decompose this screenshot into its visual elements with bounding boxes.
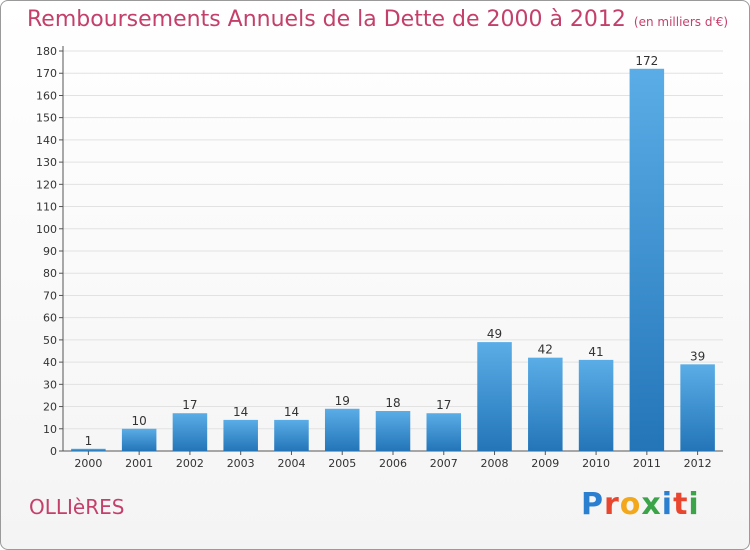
x-tick-label: 2009 — [531, 457, 559, 470]
data-label: 19 — [335, 394, 350, 408]
x-tick-label: 2002 — [176, 457, 204, 470]
y-tick-label: 80 — [43, 267, 57, 280]
data-label: 18 — [385, 396, 400, 410]
y-tick-label: 170 — [36, 67, 57, 80]
y-tick-label: 110 — [36, 201, 57, 214]
bar-2002 — [172, 413, 208, 451]
y-tick-label: 120 — [36, 178, 57, 191]
logo-letter: i — [661, 487, 674, 522]
y-tick-label: 100 — [36, 223, 57, 236]
data-label: 1 — [85, 434, 93, 448]
grid-lines — [63, 50, 723, 452]
y-tick-label: 30 — [43, 378, 57, 391]
y-tick-label: 60 — [43, 312, 57, 325]
y-tick-label: 150 — [36, 112, 57, 125]
data-label: 172 — [635, 54, 658, 68]
y-tick-label: 180 — [36, 45, 57, 58]
data-label: 14 — [233, 405, 248, 419]
logo-letter: i — [688, 487, 700, 522]
x-tick-label: 2005 — [328, 457, 356, 470]
x-tick-label: 2007 — [430, 457, 458, 470]
logo-letter: o — [619, 487, 642, 522]
x-tick-label: 2010 — [582, 457, 610, 470]
bar-2001 — [121, 428, 157, 451]
data-label: 41 — [588, 345, 603, 359]
bar-2008 — [477, 342, 512, 451]
data-label: 49 — [487, 327, 502, 341]
commune-name: OLLIèRES — [29, 495, 125, 519]
proxiti-logo: Proxiti — [581, 487, 700, 522]
bar-2007 — [426, 413, 462, 451]
data-label: 17 — [182, 398, 197, 412]
y-tick-label: 20 — [43, 401, 57, 414]
chart-title: Remboursements Annuels de la Dette de 20… — [27, 7, 728, 32]
data-label: 10 — [132, 414, 147, 428]
logo-letter: r — [604, 487, 620, 522]
chart-title-text: Remboursements Annuels de la Dette de 20… — [27, 7, 626, 32]
data-label: 39 — [690, 349, 705, 363]
bar-2010 — [578, 359, 614, 451]
bar-2011 — [629, 68, 665, 452]
bar-2006 — [375, 411, 411, 451]
bar-2000 — [71, 448, 106, 451]
data-labels: 1 10 17 14 14 19 18 17 49 42 41 172 39 — [85, 54, 706, 448]
bar-2004 — [274, 419, 309, 451]
x-tick-label: 2000 — [74, 457, 102, 470]
logo-letter: x — [641, 487, 662, 522]
bar-2005 — [324, 408, 360, 451]
x-tick-label: 2008 — [481, 457, 509, 470]
y-tick-label: 130 — [36, 156, 57, 169]
y-tick-label: 50 — [43, 334, 57, 347]
bar-2012 — [680, 364, 715, 451]
data-label: 42 — [538, 343, 553, 357]
logo-letter: t — [673, 487, 689, 522]
bar-2009 — [528, 357, 563, 451]
x-tick-label: 2012 — [684, 457, 712, 470]
y-tick-label: 160 — [36, 89, 57, 102]
x-tick-label: 2006 — [379, 457, 407, 470]
x-tick-label: 2004 — [277, 457, 305, 470]
y-tick-label: 70 — [43, 289, 57, 302]
bar-2003 — [223, 419, 258, 451]
y-tick-label: 140 — [36, 134, 57, 147]
x-tick-label: 2003 — [227, 457, 255, 470]
chart-subtitle: (en milliers d'€) — [633, 15, 729, 29]
logo-letter: P — [581, 487, 604, 522]
y-tick-label: 90 — [43, 245, 57, 258]
y-tick-label: 40 — [43, 356, 57, 369]
x-tick-label: 2011 — [633, 457, 661, 470]
data-label: 14 — [284, 405, 299, 419]
bars — [71, 68, 715, 452]
y-tick-label: 0 — [50, 445, 57, 458]
x-tick-label: 2001 — [125, 457, 153, 470]
data-label: 17 — [436, 398, 451, 412]
y-tick-label: 10 — [43, 423, 57, 436]
